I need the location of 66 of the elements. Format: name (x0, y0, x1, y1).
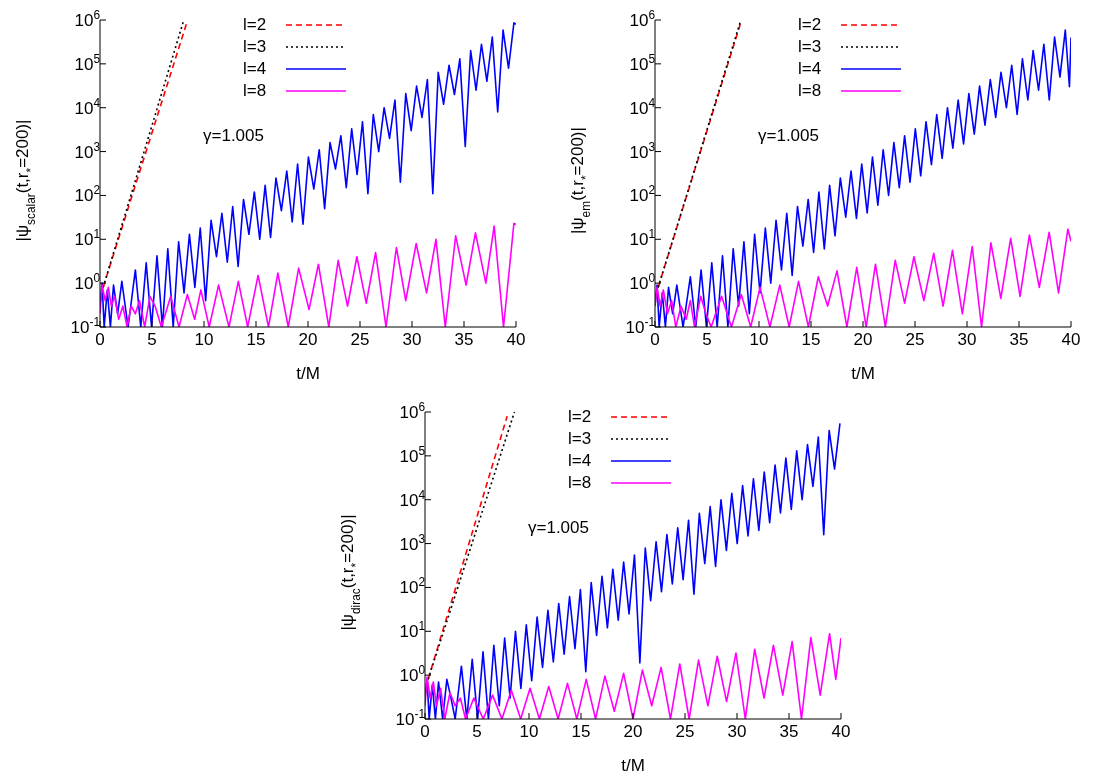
x-tick-label: 35 (779, 722, 799, 742)
x-tick-label: 5 (472, 722, 482, 742)
y-tick-label: 10$^{4}$ (629, 95, 656, 118)
y-tick-label: 10$^{0}$ (74, 271, 101, 294)
y-tick-label: 10$^{0}$ (629, 271, 656, 294)
x-tick-label: 30 (957, 330, 977, 350)
y-tick-label: 10$^{2}$ (399, 575, 426, 598)
legend-label: l=3 (568, 429, 593, 449)
y-tick-label: 10$^{6}$ (629, 8, 656, 30)
y-tick-label: 10$^{2}$ (74, 183, 101, 206)
legend-label: l=2 (568, 407, 593, 427)
legend-label: l=3 (243, 37, 268, 57)
y-tick-label: 10$^{1}$ (399, 619, 426, 642)
legend-label: l=4 (568, 451, 593, 471)
y-tick-label: 10$^{1}$ (629, 227, 656, 250)
x-tick-label: 30 (402, 330, 422, 350)
x-tick-label: 15 (246, 330, 266, 350)
y-tick-label: 10$^{3}$ (399, 531, 426, 554)
legend-label: l=8 (568, 473, 593, 493)
x-tick-label: 10 (749, 330, 769, 350)
y-tick-label: 10$^{5}$ (74, 51, 101, 74)
legend-label: l=8 (798, 81, 823, 101)
x-tick-label: 0 (650, 330, 660, 350)
x-tick-label: 40 (831, 722, 851, 742)
y-tick-label: 10$^{2}$ (629, 183, 656, 206)
legend-label: l=3 (798, 37, 823, 57)
y-tick-label: 10$^{6}$ (74, 8, 101, 30)
y-tick-label: 10$^{3}$ (74, 139, 101, 162)
annotation: γ=1.005 (528, 518, 589, 538)
x-tick-label: 40 (1061, 330, 1081, 350)
x-tick-label: 25 (350, 330, 370, 350)
x-tick-label: 0 (95, 330, 105, 350)
x-tick-label: 35 (1009, 330, 1029, 350)
x-tick-label: 20 (298, 330, 318, 350)
x-tick-label: 5 (147, 330, 157, 350)
x-tick-label: 15 (571, 722, 591, 742)
x-tick-label: 35 (454, 330, 474, 350)
y-tick-label: 10$^{4}$ (399, 487, 426, 510)
x-tick-label: 30 (727, 722, 747, 742)
x-tick-label: 40 (506, 330, 526, 350)
annotation: γ=1.005 (758, 126, 819, 146)
y-tick-label: 10$^{4}$ (74, 95, 101, 118)
annotation: γ=1.005 (203, 126, 264, 146)
legend-label: l=8 (243, 81, 268, 101)
x-axis-title: t/M (296, 364, 320, 383)
y-tick-label: 10$^{5}$ (399, 443, 426, 466)
x-tick-label: 0 (420, 722, 430, 742)
legend-label: l=2 (243, 15, 268, 35)
x-tick-label: 10 (194, 330, 214, 350)
y-tick-label: 10$^{3}$ (629, 139, 656, 162)
x-axis-title: t/M (621, 756, 645, 775)
x-tick-label: 20 (853, 330, 873, 350)
legend-label: l=4 (243, 59, 268, 79)
y-tick-label: 10$^{6}$ (399, 400, 426, 422)
legend-label: l=4 (798, 59, 823, 79)
x-tick-label: 20 (623, 722, 643, 742)
y-tick-label: 10$^{1}$ (74, 227, 101, 250)
legend-label: l=2 (798, 15, 823, 35)
x-axis-title: t/M (851, 364, 875, 383)
y-tick-label: 10$^{0}$ (399, 663, 426, 686)
x-tick-label: 25 (675, 722, 695, 742)
x-tick-label: 10 (519, 722, 539, 742)
x-tick-label: 5 (702, 330, 712, 350)
x-tick-label: 25 (905, 330, 925, 350)
y-tick-label: 10$^{5}$ (629, 51, 656, 74)
x-tick-label: 15 (801, 330, 821, 350)
